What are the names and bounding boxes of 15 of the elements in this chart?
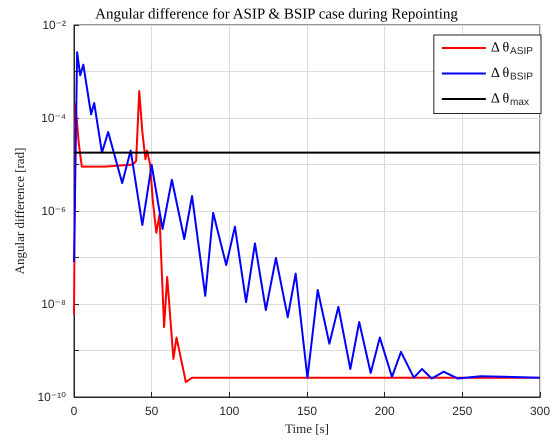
x-axis-title: Time [s]	[285, 420, 329, 436]
y-tick-label: 10⁻⁶	[41, 204, 66, 218]
chart-title: Angular difference for ASIP & BSIP case during Repointing	[95, 6, 458, 22]
y-tick-label: 10⁻¹⁰	[38, 390, 66, 404]
y-tick-label: 10⁻²	[42, 18, 66, 32]
y-tick-label: 10⁻⁸	[41, 297, 66, 311]
x-tick-label: 200	[374, 404, 395, 418]
x-tick-label: 300	[530, 404, 550, 418]
x-tick-label: 150	[296, 404, 318, 418]
x-tick-label: 0	[70, 404, 78, 418]
y-axis-title: Angular difference [rad]	[12, 148, 27, 274]
x-tick-label: 50	[144, 404, 159, 418]
y-tick-label: 10⁻⁴	[41, 111, 66, 125]
x-tick-label: 100	[219, 404, 240, 418]
x-tick-label: 250	[452, 404, 473, 418]
